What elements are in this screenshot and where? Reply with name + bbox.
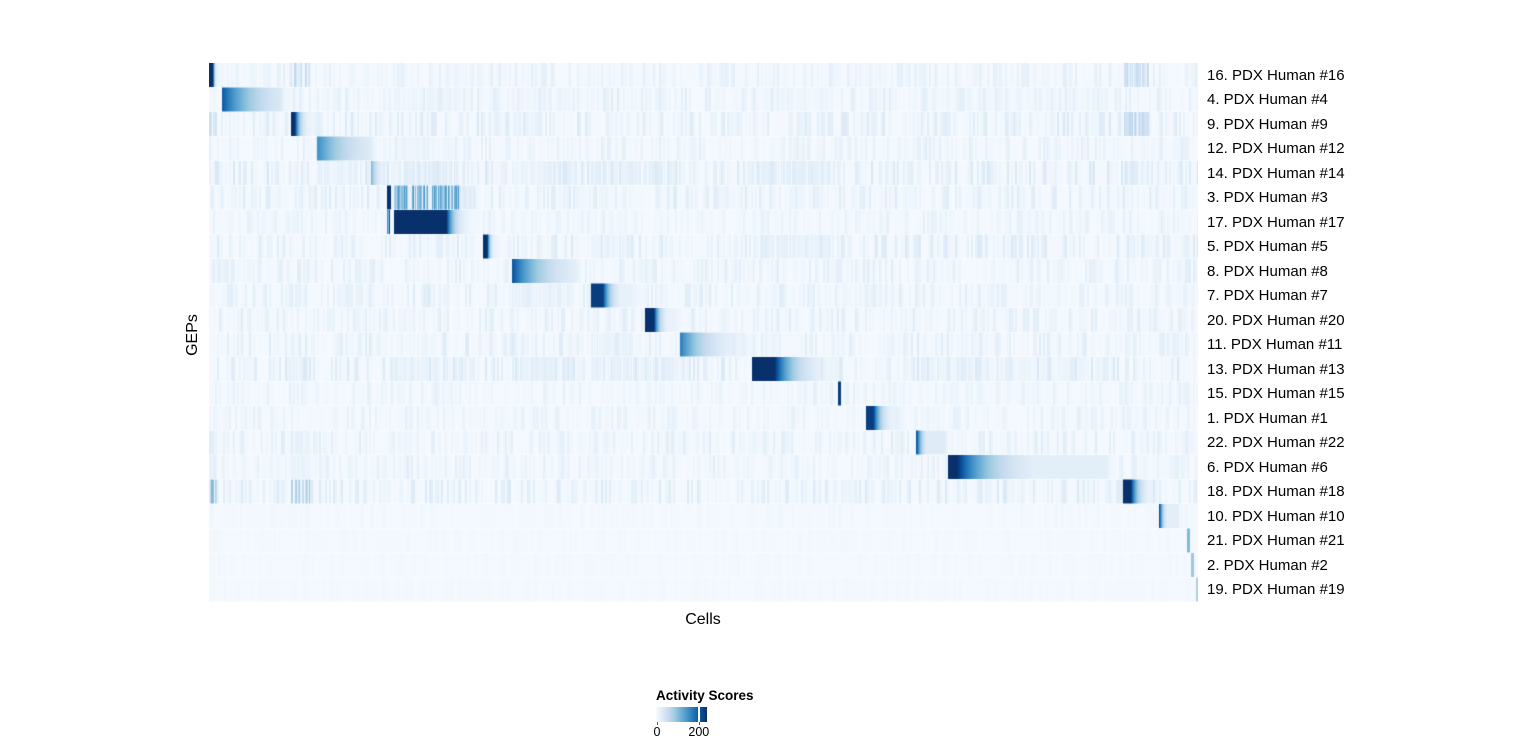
row-label: 8. PDX Human #8 (1207, 262, 1328, 280)
row-label: 22. PDX Human #22 (1207, 434, 1345, 452)
row-label: 12. PDX Human #12 (1207, 140, 1345, 158)
row-label: 6. PDX Human #6 (1207, 458, 1328, 476)
legend-tick-mark-0 (657, 722, 659, 725)
row-label: 4. PDX Human #4 (1207, 91, 1328, 109)
gep-row-labels: 16. PDX Human #16 4. PDX Human #4 9. PDX H… (1205, 63, 1425, 602)
x-axis-label: Cells (685, 611, 721, 628)
row-label: 1. PDX Human #1 (1207, 409, 1328, 427)
row-label: 2. PDX Human #2 (1207, 556, 1328, 574)
row-label: 7. PDX Human #7 (1207, 287, 1328, 305)
legend-tick-marker (697, 707, 700, 722)
row-label: 17. PDX Human #17 (1207, 213, 1345, 231)
row-label: 9. PDX Human #9 (1207, 115, 1328, 133)
row-label: 21. PDX Human #21 (1207, 532, 1345, 550)
row-label: 18. PDX Human #18 (1207, 483, 1345, 501)
row-label: 13. PDX Human #13 (1207, 360, 1345, 378)
legend-tick-label-0: 0 (653, 725, 661, 739)
row-label: 19. PDX Human #19 (1207, 581, 1345, 599)
activity-scores-legend: Activity Scores 0 200 (653, 688, 816, 741)
row-label: 20. PDX Human #20 (1207, 311, 1345, 329)
legend-axis: 0 200 (653, 725, 710, 741)
row-label: 5. PDX Human #5 (1207, 238, 1328, 256)
row-label: 14. PDX Human #14 (1207, 164, 1345, 182)
legend-tick-mark-200 (698, 722, 700, 725)
legend-gradient-bar (656, 707, 707, 725)
legend-tick-label-200: 200 (688, 725, 710, 739)
heatmap-canvas (209, 63, 1198, 602)
row-label: 3. PDX Human #3 (1207, 189, 1328, 207)
row-label: 10. PDX Human #10 (1207, 507, 1345, 525)
row-label: 16. PDX Human #16 (1207, 66, 1345, 84)
y-axis-label: GEPs (184, 314, 201, 356)
row-label: 11. PDX Human #11 (1207, 336, 1343, 354)
row-label: 15. PDX Human #15 (1207, 385, 1345, 403)
legend-title: Activity Scores (656, 688, 754, 703)
